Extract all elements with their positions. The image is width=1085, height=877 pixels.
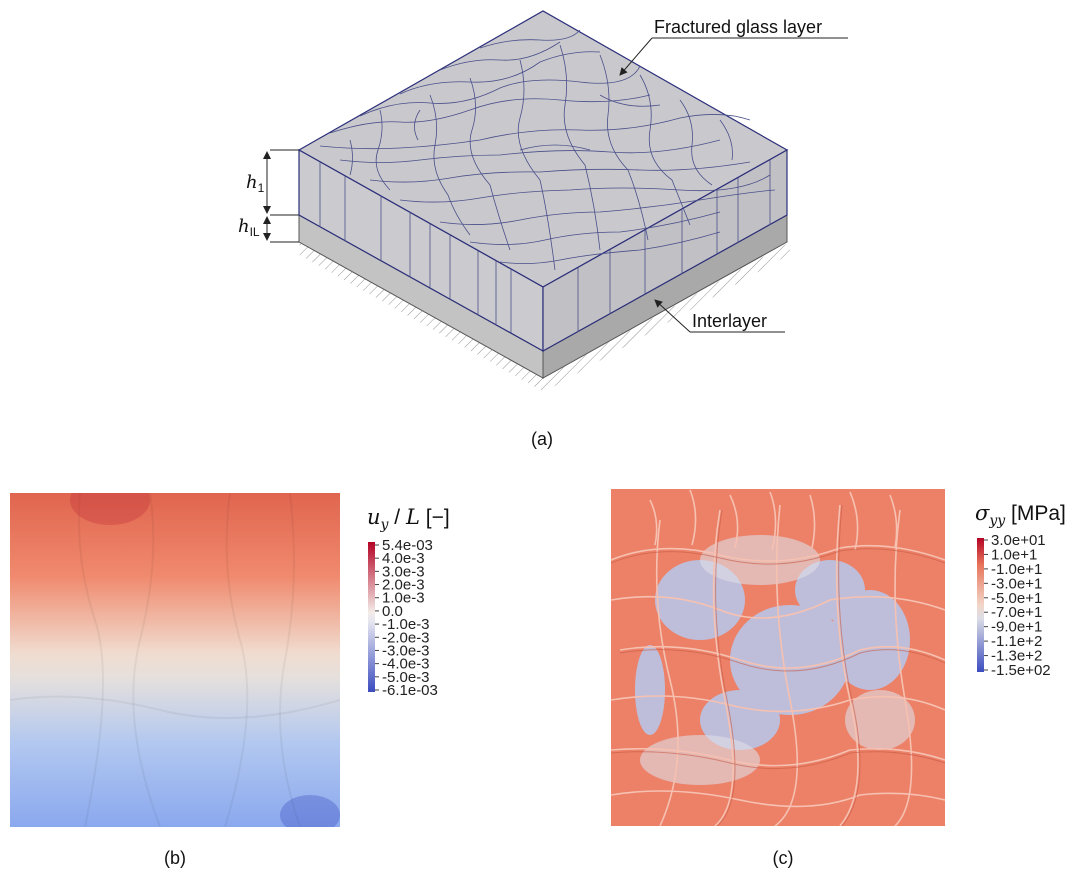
- colorbar-tick-label: -4.0e-3: [382, 656, 430, 673]
- colorbar-tick-label: -3.0e-3: [382, 642, 430, 659]
- caption-a: (a): [531, 429, 553, 449]
- dimension-hil: [263, 216, 299, 243]
- leader-glass: [619, 37, 848, 76]
- colorbar-tick-label: 3.0e-3: [382, 563, 425, 580]
- displacement-map: [10, 493, 340, 827]
- colorbar-tick-label: 2.0e-3: [382, 577, 425, 594]
- colorbar-tick-label: -2.0e-3: [382, 629, 430, 646]
- colorbar-c-ticks: 3.0e+011.0e+1-1.0e+1-3.0e+1-5.0e+1-7.0e+…: [984, 532, 1051, 679]
- colorbar-tick-label: -5.0e-3: [382, 669, 430, 686]
- colorbar-c-title: σyy [MPa]: [975, 501, 1066, 529]
- colorbar-tick-label: -1.1e+2: [991, 633, 1042, 650]
- glass-right-face: [542, 148, 788, 353]
- displacement-hotspot: [70, 493, 150, 525]
- colorbar-tick-label: 4.0e-3: [382, 550, 425, 567]
- colorbar-tick-label: 3.0e+01: [991, 532, 1046, 549]
- displacement-crack-shading: [10, 493, 340, 827]
- colorbar-b-ticks: 5.4e-034.0e-33.0e-32.0e-31.0e-30.0-1.0e-…: [375, 537, 438, 699]
- colorbar-tick-label: 1.0e+1: [991, 546, 1037, 563]
- panel-c-stress-field: σyy [MPa] 3.0e+011.0e+1-1.0e+1-3.0e+1-5.…: [611, 489, 1066, 868]
- panel-b-displacement-field: uy / L [−] 5.4e-034.0e-33.0e-32.0e-31.0e…: [10, 493, 450, 868]
- colorbar-tick-label: -3.0e+1: [991, 575, 1042, 592]
- stress-crack-lines: [611, 489, 945, 826]
- stress-crack-shadows: [611, 504, 945, 826]
- colorbar-tick-label: 5.4e-03: [382, 537, 433, 554]
- displacement-coldspot: [280, 795, 340, 827]
- colorbar-tick-label: -5.0e+1: [991, 590, 1042, 607]
- colorbar-tick-label: -9.0e+1: [991, 619, 1042, 636]
- label-h1: h1: [246, 172, 265, 195]
- crack-network: [319, 29, 776, 271]
- stress-low-zones: [635, 560, 910, 750]
- panel-a-block-diagram: h1 hIL Fractured glass layer Interlayer …: [238, 10, 848, 449]
- colorbar-tick-label: -1.5e+02: [991, 662, 1051, 679]
- colorbar-tick-label: -1.0e-3: [382, 616, 430, 633]
- colorbar-tick-label: -7.0e+1: [991, 604, 1042, 621]
- label-hil: hIL: [238, 216, 260, 239]
- label-fractured-glass-layer: Fractured glass layer: [654, 17, 822, 37]
- stress-mid-zones: [640, 535, 915, 785]
- colorbar-tick-label: -1.3e+2: [991, 648, 1042, 665]
- caption-c: (c): [773, 848, 794, 868]
- colorbar-tick-label: -6.1e-03: [382, 682, 438, 699]
- caption-b: (b): [164, 848, 186, 868]
- colorbar-tick-label: 1.0e-3: [382, 590, 425, 607]
- leader-interlayer: [654, 299, 785, 333]
- colorbar-tick-label: -1.0e+1: [991, 561, 1042, 578]
- side-crack-lines: [319, 160, 771, 333]
- label-interlayer: Interlayer: [692, 311, 767, 331]
- colorbar-tick-label: 0.0: [382, 603, 403, 620]
- colorbar-c: [977, 538, 984, 672]
- colorbar-b-title: uy / L [−]: [367, 505, 450, 533]
- colorbar-b: [368, 542, 375, 692]
- dimension-h1: [263, 149, 299, 216]
